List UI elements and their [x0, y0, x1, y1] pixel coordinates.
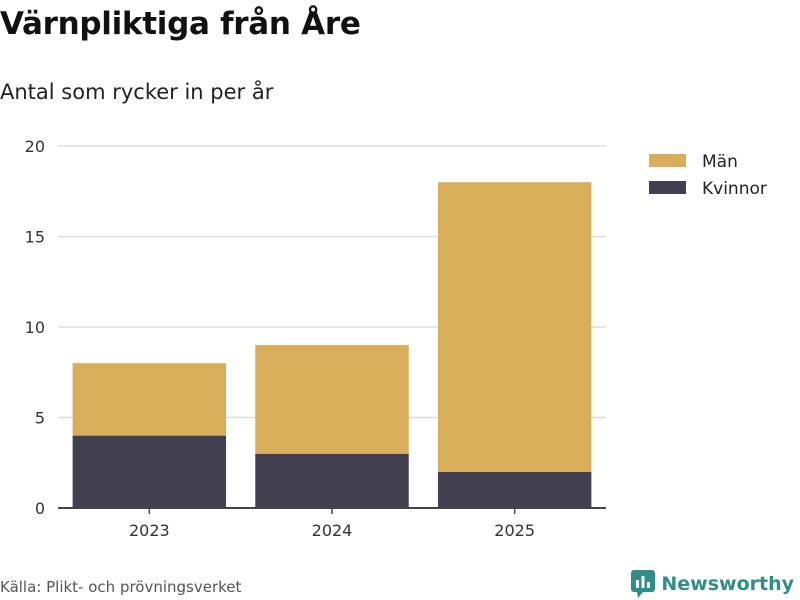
y-tick-labels: 0 5 10 15 20	[25, 137, 45, 518]
x-tick-label: 2025	[494, 521, 535, 540]
legend-swatch-kvinnor	[649, 181, 686, 194]
y-tick-label: 10	[25, 318, 45, 337]
y-tick-label: 5	[35, 409, 45, 428]
y-tick-label: 15	[25, 228, 45, 247]
y-tick-label: 20	[25, 137, 45, 156]
source-note: Källa: Plikt- och prövningsverket	[0, 578, 242, 596]
x-tick-label: 2024	[312, 521, 353, 540]
brand-name: Newsworthy	[661, 573, 794, 595]
x-tick-labels: 2023 2024 2025	[129, 508, 535, 540]
x-tick-label: 2023	[129, 521, 170, 540]
legend: Män Kvinnor	[649, 152, 767, 199]
legend-label: Män	[702, 152, 738, 172]
bar-kvinnor-2024	[255, 453, 409, 508]
brand-logo: Newsworthy	[631, 570, 794, 598]
legend-swatch-mn	[649, 154, 686, 167]
bar-mn-2024	[255, 345, 409, 454]
stacked-bar-chart: 0 5 10 15 20 2023 2024 2025 Män Kvinnor	[25, 137, 767, 540]
bars	[72, 182, 592, 508]
chart-subtitle: Antal som rycker in per år	[0, 80, 274, 104]
bar-kvinnor-2023	[72, 435, 227, 508]
legend-label: Kvinnor	[702, 179, 767, 199]
newsworthy-logo-icon	[631, 570, 656, 598]
bar-mn-2025	[437, 182, 592, 472]
y-tick-label: 0	[35, 499, 45, 518]
bar-kvinnor-2025	[437, 471, 592, 508]
bar-mn-2023	[72, 363, 227, 436]
chart-title: Värnpliktiga från Åre	[0, 6, 361, 42]
